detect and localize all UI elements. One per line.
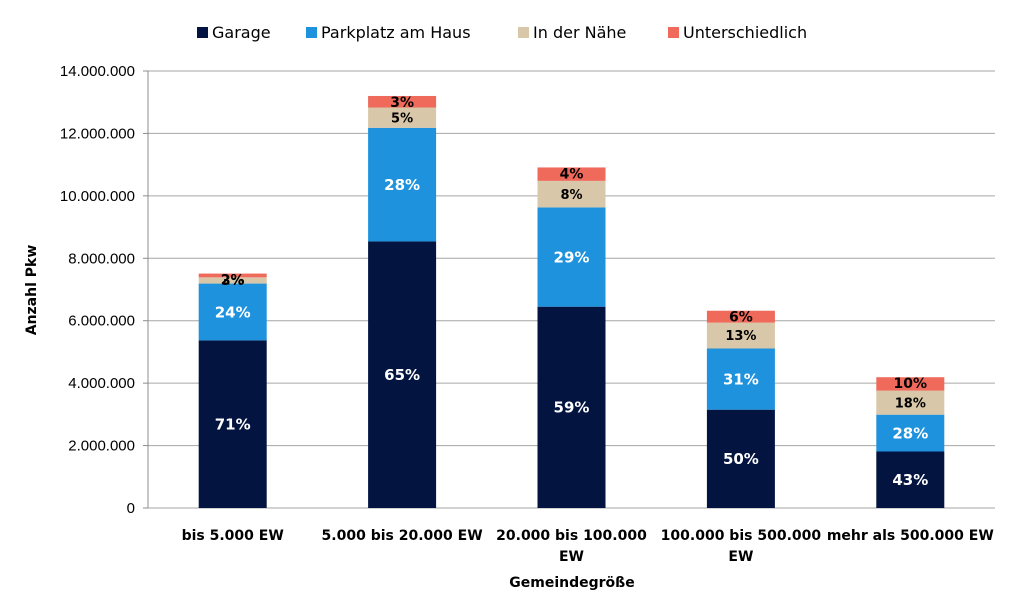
bar-stack: 71% 24% 3%2% (198, 273, 267, 508)
y-tick-label: 8.000.000 (68, 250, 135, 267)
legend: Garage Parkplatz am Haus In der Nähe Unters… (197, 23, 807, 42)
bar-segment (706, 348, 775, 410)
y-axis-title: Anzahl Pkw (24, 245, 40, 336)
x-category-label: EW (728, 549, 753, 565)
bar-segment (706, 409, 775, 508)
bar-data-label: 13% (725, 329, 756, 344)
x-category-label: EW (559, 549, 584, 565)
bar-data-label: 3% (222, 274, 244, 289)
bar-data-label: 71% (215, 416, 251, 434)
x-category-label: 20.000 bis 100.000 (496, 528, 647, 544)
bar-segment (198, 277, 267, 284)
bar-stack: 65% 28% 5%3% (368, 95, 437, 508)
x-category-label: bis 5.000 EW (182, 528, 284, 544)
x-axis-categories: bis 5.000 EW 5.000 bis 20.000 EW 20.000 bi… (182, 528, 994, 565)
bar-data-label: 18% (895, 396, 926, 411)
x-category-label: 5.000 bis 20.000 EW (322, 528, 483, 544)
bar-segment (198, 283, 267, 341)
bar-segment (876, 377, 945, 391)
legend-entry: Garage (197, 23, 271, 42)
bar-data-label: 43% (892, 471, 928, 489)
bar-data-label: 6% (729, 310, 753, 326)
bar-data-label: 24% (215, 303, 251, 321)
bar-segment (706, 322, 775, 349)
bar-segment (537, 167, 606, 181)
bar-stack: 50% 31% 13% 6% (706, 310, 775, 508)
bar-data-label: 5% (391, 111, 413, 126)
bar-data-label: 8% (560, 188, 582, 203)
bar-segment (537, 180, 606, 208)
legend-swatch (518, 27, 529, 38)
bar-segment (368, 95, 437, 108)
y-tick-label: 10.000.000 (60, 188, 135, 205)
legend-label: Garage (212, 23, 271, 42)
legend-label: Unterschiedlich (683, 23, 807, 42)
bar-data-label: 2% (221, 273, 245, 289)
bar-segment (706, 310, 775, 323)
legend-swatch (668, 27, 679, 38)
bar-data-label: 31% (723, 370, 759, 388)
legend-swatch (306, 27, 317, 38)
bar-data-label: 3% (390, 95, 414, 111)
bar-segment (198, 340, 267, 508)
y-tick-label: 12.000.000 (60, 125, 135, 142)
y-tick-label: 2.000.000 (68, 438, 135, 455)
x-category-label: 100.000 bis 500.000 (661, 528, 822, 544)
legend-label: Parkplatz am Haus (321, 23, 471, 42)
x-category-label: mehr als 500.000 EW (827, 528, 994, 544)
bar-data-label: 59% (554, 399, 590, 417)
legend-swatch (197, 27, 208, 38)
legend-label: In der Nähe (533, 23, 626, 42)
y-tick-label: 4.000.000 (68, 375, 135, 392)
bar-data-label: 65% (384, 366, 420, 384)
bar-data-label: 28% (892, 424, 928, 442)
bar-data-label: 28% (384, 176, 420, 194)
bar-stack: 59% 29% 8% 4% (537, 166, 606, 508)
y-tick-label: 6.000.000 (68, 313, 135, 330)
bars: 71%24%3%2%65%28%5%3%59%29%8%4%50%31%13%6… (198, 95, 945, 508)
bar-segment (368, 107, 437, 128)
legend-entry: In der Nähe (518, 23, 626, 42)
bar-data-label: 29% (554, 248, 590, 266)
bar-stack: 43% 28% 18% 10% (876, 376, 945, 508)
bar-segment (876, 451, 945, 508)
bar-segment (876, 414, 945, 452)
bar-segment (537, 207, 606, 307)
bar-segment (198, 273, 267, 278)
bar-segment (537, 306, 606, 508)
bar-data-label: 4% (560, 166, 584, 182)
x-axis-title: Gemeindegröße (509, 575, 634, 591)
legend-entry: Unterschiedlich (668, 23, 807, 42)
y-axis-ticks: 0 2.000.000 4.000.000 6.000.000 8.000.000 10.… (60, 63, 135, 517)
bar-segment (368, 127, 437, 242)
bar-data-label: 10% (894, 376, 928, 392)
bar-segment (368, 241, 437, 508)
bar-data-label: 50% (723, 450, 759, 468)
y-tick-label: 14.000.000 (60, 63, 135, 80)
bar-segment (876, 390, 945, 415)
y-tick-label: 0 (127, 500, 135, 517)
legend-entry: Parkplatz am Haus (306, 23, 471, 42)
